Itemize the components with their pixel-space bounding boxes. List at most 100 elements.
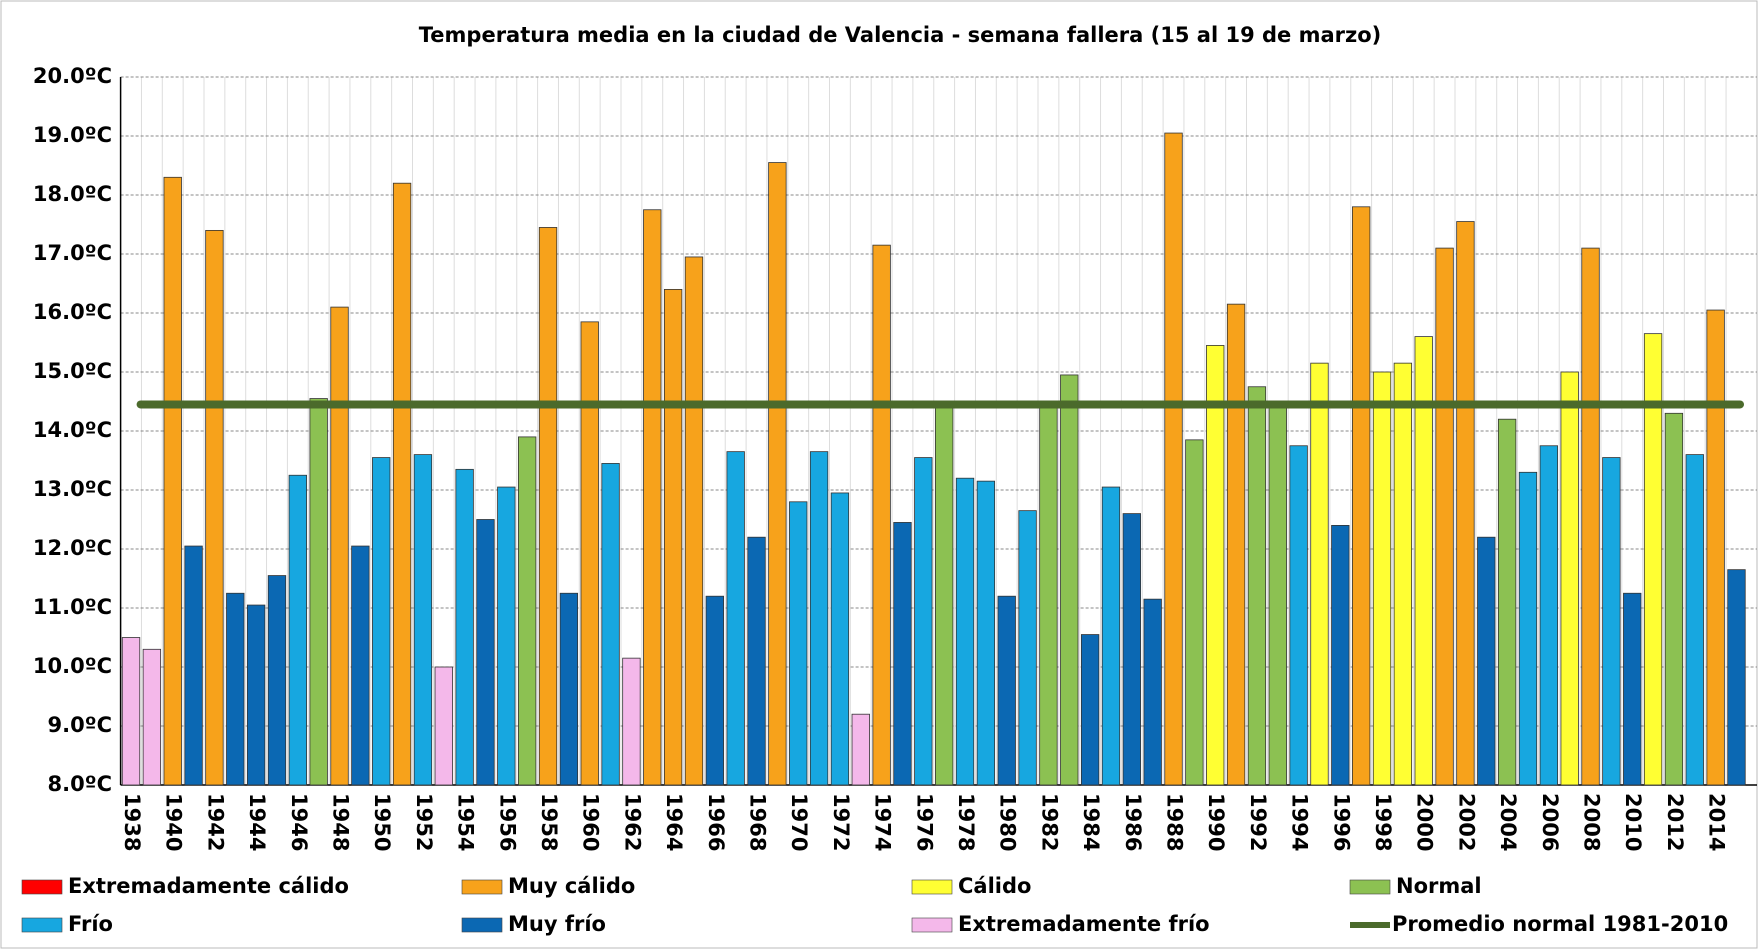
bar: [622, 657, 641, 786]
bar: [1706, 309, 1725, 786]
legend-label: Normal: [1396, 874, 1482, 898]
bar: [163, 176, 182, 786]
y-tick-label: 14.0ºC: [33, 418, 112, 442]
bar: [935, 401, 954, 786]
bar: [851, 713, 870, 786]
bar: [288, 474, 307, 786]
bar: [1539, 445, 1558, 786]
x-tick-label: 2008: [1580, 793, 1604, 851]
y-tick-label: 12.0ºC: [33, 536, 112, 560]
legend-swatch: [461, 879, 503, 895]
y-tick-label: 9.0ºC: [48, 713, 112, 737]
bar: [1268, 401, 1287, 786]
bar: [330, 306, 349, 786]
bar: [1018, 510, 1037, 786]
x-tick-label: 1996: [1329, 793, 1353, 851]
x-tick-label: 1942: [203, 793, 227, 851]
bar: [205, 229, 224, 786]
bar: [830, 492, 850, 786]
x-tick-label: 2000: [1413, 793, 1437, 851]
bar: [1060, 374, 1079, 786]
x-tick-label: 1964: [662, 793, 686, 851]
bar: [1623, 592, 1642, 786]
bar: [1206, 345, 1225, 786]
x-tick-label: 1986: [1121, 793, 1145, 851]
legend-label: Muy frío: [508, 912, 606, 936]
bar: [1226, 303, 1246, 786]
y-tick-label: 16.0ºC: [33, 300, 112, 324]
bar: [1456, 221, 1475, 786]
x-tick-label: 2012: [1663, 793, 1687, 851]
bar: [976, 480, 996, 786]
x-tick-label: 1976: [912, 793, 936, 851]
bar: [1727, 569, 1746, 786]
x-tick-label: 2004: [1496, 793, 1520, 851]
bar: [455, 468, 474, 786]
bar: [1310, 362, 1329, 786]
x-tick-label: 1978: [954, 793, 978, 851]
bar: [351, 545, 370, 786]
bar: [121, 637, 141, 786]
x-tick-label: 1940: [162, 793, 186, 851]
bar: [497, 486, 516, 786]
bar: [1352, 206, 1371, 786]
x-tick-label: 1954: [454, 793, 478, 851]
legend-swatch: [911, 917, 953, 933]
bar: [1497, 418, 1517, 786]
y-tick-label: 13.0ºC: [33, 477, 112, 501]
bar: [893, 522, 912, 786]
bar: [1164, 132, 1183, 786]
bar: [413, 454, 433, 786]
bar: [1518, 471, 1538, 786]
x-tick-label: 1970: [787, 793, 811, 851]
bar: [184, 545, 203, 786]
y-tick-label: 15.0ºC: [33, 359, 112, 383]
bar: [872, 244, 891, 786]
x-tick-label: 1990: [1204, 793, 1228, 851]
bar: [1602, 457, 1621, 786]
legend-swatch: [461, 917, 503, 933]
legend-swatch: [911, 879, 953, 895]
bar: [1039, 401, 1058, 786]
bar: [1414, 336, 1433, 786]
bar: [1185, 439, 1204, 786]
x-tick-label: 1980: [996, 793, 1020, 851]
bar: [309, 398, 328, 786]
bar: [372, 457, 391, 786]
bar: [1685, 454, 1704, 786]
bar: [955, 477, 975, 786]
bar: [1643, 333, 1663, 786]
bar: [538, 227, 558, 786]
legend-swatch: [21, 879, 63, 895]
bar: [726, 451, 745, 786]
x-tick-label: 1966: [704, 793, 728, 851]
x-tick-label: 1994: [1288, 793, 1312, 851]
x-tick-label: 1956: [495, 793, 519, 851]
x-tick-label: 1988: [1163, 793, 1187, 851]
x-tick-label: 2006: [1538, 793, 1562, 851]
bar: [809, 451, 829, 786]
y-tick-label: 10.0ºC: [33, 654, 112, 678]
bar: [1289, 445, 1308, 786]
legend-label: Muy cálido: [508, 874, 635, 898]
bar: [1560, 371, 1579, 786]
bar: [997, 595, 1016, 786]
legend-label: Extremadamente cálido: [68, 874, 349, 898]
x-tick-label: 2002: [1454, 793, 1478, 851]
legend-swatch: [1349, 879, 1391, 895]
bar: [476, 519, 495, 786]
bar: [518, 436, 537, 786]
legend-label: Extremadamente frío: [958, 912, 1210, 936]
x-tick-label: 1962: [620, 793, 644, 851]
x-tick-label: 1948: [329, 793, 353, 851]
x-tick-label: 1984: [1079, 793, 1103, 851]
legend-label: Promedio normal 1981-2010: [1392, 912, 1728, 936]
bar: [246, 604, 266, 786]
bar: [1247, 386, 1267, 786]
x-tick-label: 1960: [579, 793, 603, 851]
x-tick-label: 1946: [287, 793, 311, 851]
bar: [914, 457, 933, 786]
bar: [1143, 598, 1162, 786]
bar: [267, 575, 287, 786]
